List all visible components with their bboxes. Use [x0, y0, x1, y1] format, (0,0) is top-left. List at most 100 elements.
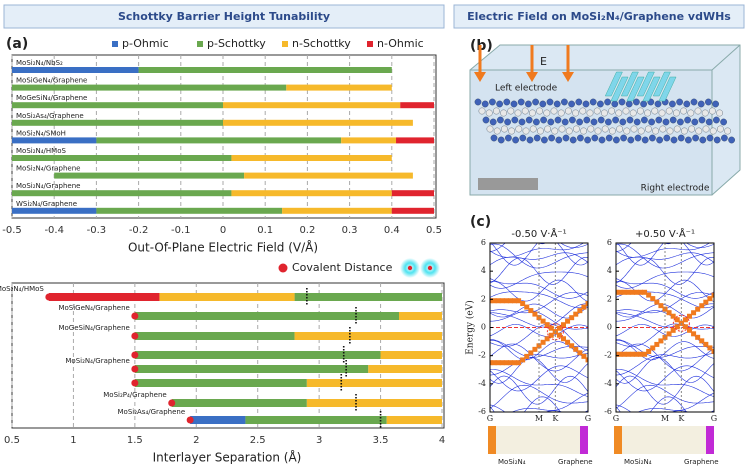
atom	[558, 125, 566, 133]
row-label: MoSi₂N₄/Graphene	[16, 182, 80, 190]
covalent-dot	[45, 293, 53, 301]
atom	[663, 134, 671, 142]
atom	[533, 134, 541, 142]
atom	[615, 109, 623, 117]
dirac-marker	[629, 351, 635, 357]
x-tick-label: 0.5	[4, 435, 20, 446]
row-label: MoSi₂As₄/Graphene	[118, 408, 186, 416]
row-label: MoSi₂N₄/Graphene	[65, 357, 129, 365]
atom	[591, 134, 599, 142]
dirac-marker	[490, 360, 493, 366]
covalent-dot	[131, 312, 139, 320]
panel-label: (c)	[470, 214, 491, 230]
legend-icon	[427, 265, 433, 271]
band-line	[490, 384, 588, 409]
range-bar	[306, 399, 442, 407]
dirac-marker	[556, 332, 562, 338]
band-line	[490, 278, 588, 299]
band-line	[616, 243, 714, 266]
atom	[713, 116, 720, 124]
atom	[587, 125, 595, 133]
atom	[522, 127, 530, 135]
caption: Graphene	[558, 458, 593, 466]
atom	[594, 127, 602, 135]
atom	[486, 125, 494, 133]
atom	[539, 100, 547, 108]
range-bar	[306, 379, 442, 387]
atom	[543, 109, 551, 117]
atom	[496, 100, 503, 108]
atom	[687, 109, 695, 117]
atom	[537, 127, 544, 135]
orbital-image	[580, 426, 588, 454]
atom	[575, 98, 583, 106]
row-label: MoSi₂N₄/SMoH	[16, 129, 66, 137]
atom	[489, 118, 497, 126]
diagram-label: Right electrode	[641, 184, 710, 194]
atom	[605, 134, 613, 142]
y-tick-label: -6	[604, 407, 612, 416]
atom	[685, 136, 692, 144]
atom	[604, 98, 611, 106]
y-tick-label: 4	[481, 266, 486, 275]
plot-frame	[615, 242, 715, 413]
atom	[541, 136, 548, 144]
y-tick-label: -2	[478, 351, 486, 360]
range-bar	[244, 172, 413, 179]
atom	[507, 107, 515, 115]
row-label: MoSi₂N₄/Graphene	[16, 165, 80, 173]
range-bar	[245, 416, 387, 424]
x-tick-label: -0.2	[129, 225, 149, 236]
dirac-marker	[536, 343, 542, 349]
band-line	[616, 257, 714, 285]
y-tick-label: -4	[604, 379, 612, 388]
atom	[554, 116, 562, 124]
atom	[645, 125, 652, 133]
dirac-marker	[581, 304, 587, 310]
atom	[582, 100, 590, 108]
band-line	[490, 324, 588, 337]
dirac-marker	[707, 345, 713, 351]
range-bar	[223, 119, 413, 126]
atom	[474, 98, 482, 106]
atom	[688, 125, 695, 133]
x-tick-label: 4	[439, 435, 445, 446]
atom	[518, 118, 526, 126]
dirac-marker	[695, 334, 701, 340]
x-axis-label: Out-Of-Plane Electric Field (V/Å)	[128, 240, 318, 255]
dirac-marker	[544, 322, 550, 328]
band-line	[490, 279, 588, 302]
atom	[597, 116, 605, 124]
atom	[601, 125, 609, 133]
y-tick-label: 4	[607, 266, 612, 275]
dirac-marker	[650, 296, 656, 302]
dirac-marker	[524, 304, 530, 310]
atom	[583, 116, 591, 124]
x-tick-label: 2.5	[250, 435, 266, 446]
atom	[681, 127, 688, 135]
range-bar	[380, 351, 442, 359]
atom	[699, 136, 707, 144]
legend-swatch	[112, 41, 118, 47]
atom	[481, 100, 489, 108]
range-bar	[138, 67, 392, 73]
range-bar	[400, 102, 434, 109]
dirac-marker	[499, 298, 505, 304]
atom	[625, 100, 633, 108]
range-bar	[96, 137, 342, 144]
atom	[659, 125, 667, 133]
dirac-marker	[491, 298, 497, 304]
layer-slab	[652, 71, 671, 97]
atom	[713, 136, 721, 144]
atom	[676, 98, 683, 106]
atom	[655, 116, 663, 124]
atom	[611, 100, 619, 108]
x-tick-label: 2	[193, 435, 199, 446]
dirac-marker	[703, 299, 709, 305]
dirac-marker	[616, 351, 619, 357]
dirac-marker	[524, 353, 530, 359]
dirac-marker	[674, 317, 680, 323]
dirac-marker	[711, 348, 714, 354]
dirac-marker	[621, 289, 627, 295]
layer-slab	[620, 71, 639, 97]
